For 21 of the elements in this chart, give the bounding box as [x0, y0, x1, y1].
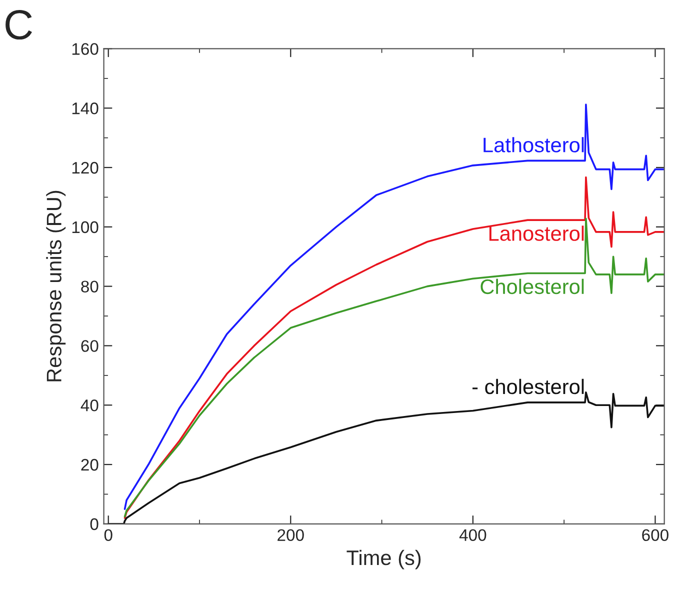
x-tick-label: 0 — [104, 529, 112, 542]
y-tick-label: 100 — [72, 221, 98, 234]
x-tick-label: 600 — [642, 529, 668, 542]
y-tick-label: 20 — [81, 458, 98, 471]
y-axis-title: Response units (RU) — [46, 190, 66, 382]
y-tick-label: 40 — [80, 400, 98, 412]
series-label: Lanosterol — [489, 226, 584, 241]
series-label: Lathosterol — [484, 137, 584, 152]
line-series — [124, 104, 664, 510]
y-tick-label: 0 — [90, 518, 98, 530]
series-label: - cholesterol — [472, 378, 584, 394]
y-tick-label: 80 — [81, 280, 98, 293]
y-tick-label: 160 — [72, 43, 98, 55]
x-tick-label: 200 — [278, 529, 304, 542]
y-tick-label: 140 — [72, 102, 98, 114]
series-label: Cholesterol — [480, 278, 584, 294]
text: C — [6, 10, 32, 40]
y-tick-label: 60 — [81, 340, 98, 352]
x-axis-title: Time (s) — [346, 550, 421, 570]
y-tick-label: 120 — [72, 162, 98, 174]
x-tick-label: 400 — [459, 529, 486, 542]
